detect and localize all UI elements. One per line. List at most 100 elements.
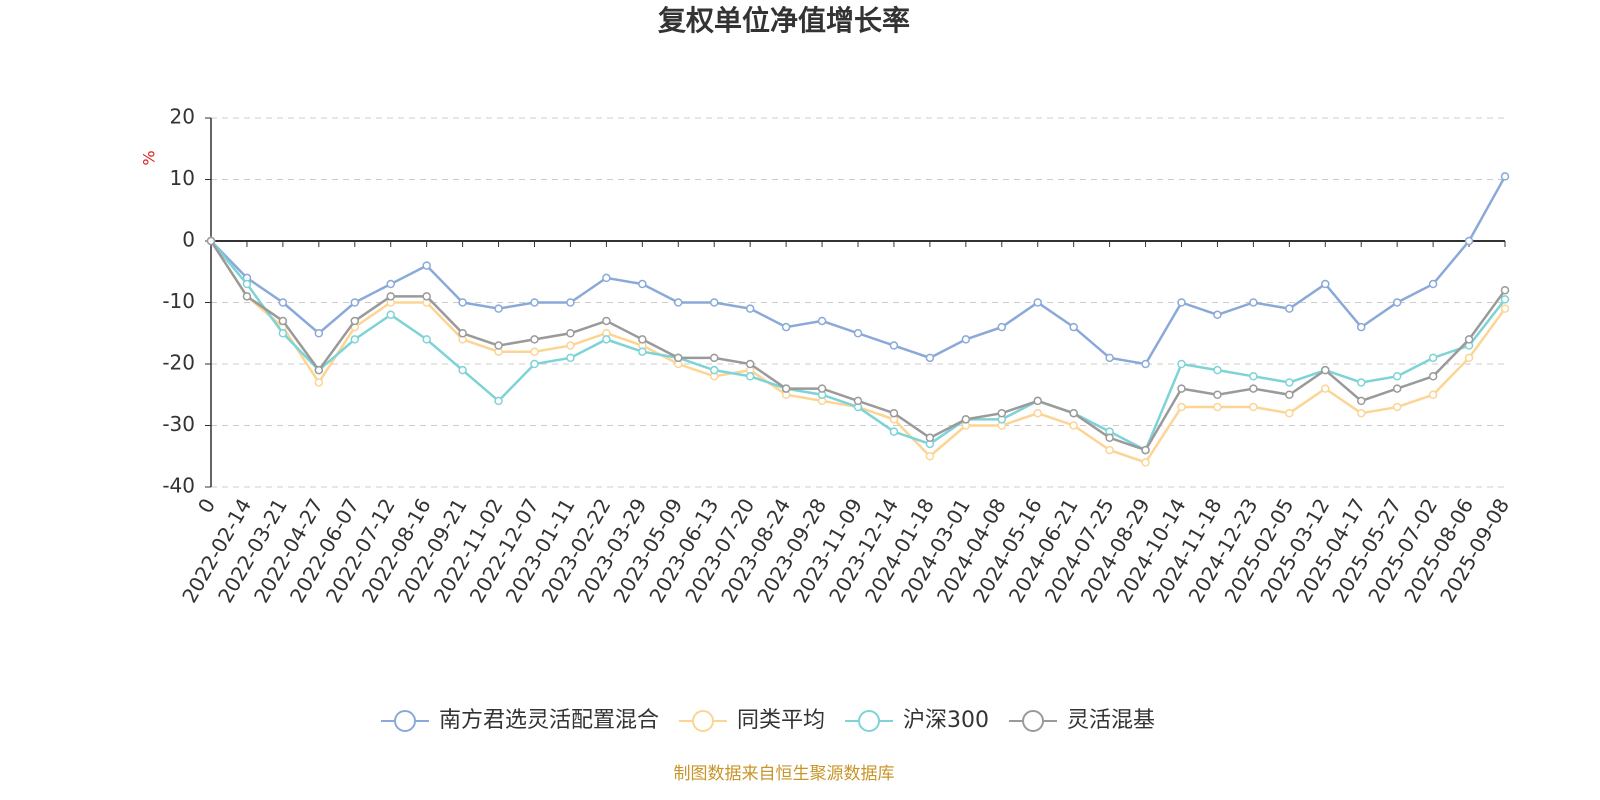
point [242,292,252,301]
point [458,365,467,375]
point [458,298,467,307]
legend-item[interactable]: 沪深300 [845,708,989,733]
point [1069,322,1078,332]
point [386,310,395,320]
point [1177,359,1186,369]
point [1177,384,1186,393]
point [1033,396,1042,406]
point [1069,421,1078,430]
point [709,298,719,307]
point [1105,445,1114,455]
legend-icon-marker [1022,710,1045,732]
point [889,427,899,436]
point [278,329,288,338]
legend-label: 灵活混基 [1067,708,1155,733]
point [638,335,647,344]
point [1177,402,1186,412]
point [386,279,395,289]
point [889,341,899,350]
point [422,292,431,301]
point [278,316,288,326]
point [602,316,611,326]
point [853,396,863,406]
point [1464,353,1474,363]
point [458,329,467,338]
point [350,335,360,344]
point [889,408,899,418]
point [674,353,683,363]
point [566,298,575,307]
point [1213,310,1222,320]
point [781,322,791,332]
point [1464,236,1474,246]
y-tick-label: -10 [162,289,195,313]
y-axis-label: % [140,150,159,165]
point [674,298,683,307]
point [1356,396,1366,406]
point [1500,285,1510,295]
point [709,353,719,363]
legend-icon-marker [394,710,416,732]
point [206,236,216,246]
legend-icon-marker [858,710,881,732]
point [638,279,647,289]
point [1213,390,1222,399]
point [1285,408,1294,418]
point [1213,365,1222,375]
point [530,335,539,344]
y-tick-label: 20 [170,105,195,129]
point [961,335,971,344]
point [530,359,539,369]
point [494,396,503,406]
point [709,365,719,375]
point [1105,433,1114,443]
point [1033,408,1042,418]
legend-item[interactable]: 灵活混基 [1009,708,1155,733]
point [602,335,611,344]
point [602,273,611,283]
point [1249,372,1258,381]
point [1069,408,1078,418]
point [386,292,395,301]
point [853,329,863,338]
point [925,452,935,461]
legend-item[interactable]: 南方君选灵活配置混合 [381,708,659,733]
point [1177,298,1186,307]
point [1500,295,1510,304]
point [925,433,935,443]
point [1321,279,1330,289]
point [1141,458,1150,467]
point [1392,384,1402,393]
point [1249,384,1258,393]
point [566,341,575,350]
point [1141,359,1150,369]
legend-label: 同类平均 [737,708,825,733]
point [566,353,575,363]
point [1285,378,1294,387]
point [1249,298,1258,307]
point [1464,335,1474,344]
point [350,298,360,307]
chart-title: 复权单位净值增长率 [658,4,910,37]
point [745,304,755,313]
point [1105,353,1114,363]
y-tick-label: 0 [182,228,195,252]
point [817,384,827,393]
point [1356,378,1366,387]
point [1428,372,1438,381]
point [1392,402,1402,412]
source-note: 制图数据来自恒生聚源数据库 [674,764,895,784]
point [278,298,288,307]
point [997,322,1007,332]
point [745,372,755,381]
point [530,347,539,356]
point [781,384,791,393]
legend-item[interactable]: 同类平均 [679,708,825,733]
y-tick-label: -30 [162,412,195,436]
point [1285,390,1294,399]
point [1356,322,1366,332]
y-tick-label: -20 [162,351,195,375]
point [422,261,431,270]
y-tick-label: -40 [162,474,195,498]
legend-label: 南方君选灵活配置混合 [439,708,659,733]
